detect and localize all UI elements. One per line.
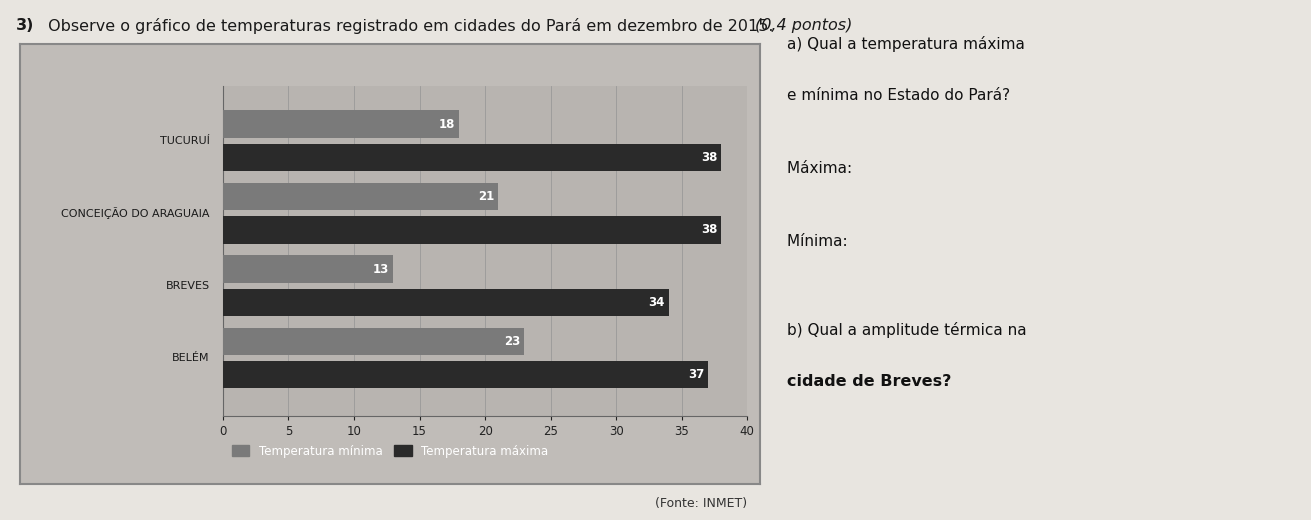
- Text: 3): 3): [16, 18, 34, 33]
- Text: 38: 38: [701, 224, 717, 237]
- Bar: [223, 216, 721, 244]
- Text: BREVES: BREVES: [165, 281, 210, 291]
- Text: b) Qual a amplitude térmica na: b) Qual a amplitude térmica na: [787, 322, 1027, 339]
- Text: (Fonte: INMET): (Fonte: INMET): [656, 497, 747, 510]
- Text: cidade de Breves?: cidade de Breves?: [787, 374, 950, 389]
- Text: 21: 21: [479, 190, 494, 203]
- Text: 13: 13: [374, 263, 389, 276]
- Bar: [223, 328, 524, 355]
- Text: Máxima:: Máxima:: [787, 161, 856, 176]
- Text: (0,4 pontos): (0,4 pontos): [755, 18, 852, 33]
- Bar: [223, 361, 708, 388]
- Text: TUCURUÍ: TUCURUÍ: [160, 136, 210, 146]
- Text: 18: 18: [439, 118, 455, 131]
- Bar: [223, 144, 721, 171]
- Text: 37: 37: [688, 368, 704, 381]
- Text: a) Qual a temperatura máxima: a) Qual a temperatura máxima: [787, 36, 1024, 53]
- Text: e mínima no Estado do Pará?: e mínima no Estado do Pará?: [787, 88, 1009, 103]
- Text: Mínima:: Mínima:: [787, 234, 857, 249]
- Text: BELÉM: BELÉM: [172, 353, 210, 363]
- Text: 23: 23: [505, 335, 520, 348]
- Text: 38: 38: [701, 151, 717, 164]
- Bar: [223, 289, 669, 316]
- Bar: [223, 110, 459, 138]
- Legend: Temperatura mínima, Temperatura máxima: Temperatura mínima, Temperatura máxima: [229, 442, 551, 460]
- Text: Observe o gráfico de temperaturas registrado em cidades do Pará em dezembro de 2: Observe o gráfico de temperaturas regist…: [43, 18, 779, 34]
- Bar: [223, 183, 498, 211]
- Text: 34: 34: [649, 296, 665, 309]
- Bar: [223, 255, 393, 283]
- Text: CONCEIÇÃO DO ARAGUAIA: CONCEIÇÃO DO ARAGUAIA: [62, 207, 210, 219]
